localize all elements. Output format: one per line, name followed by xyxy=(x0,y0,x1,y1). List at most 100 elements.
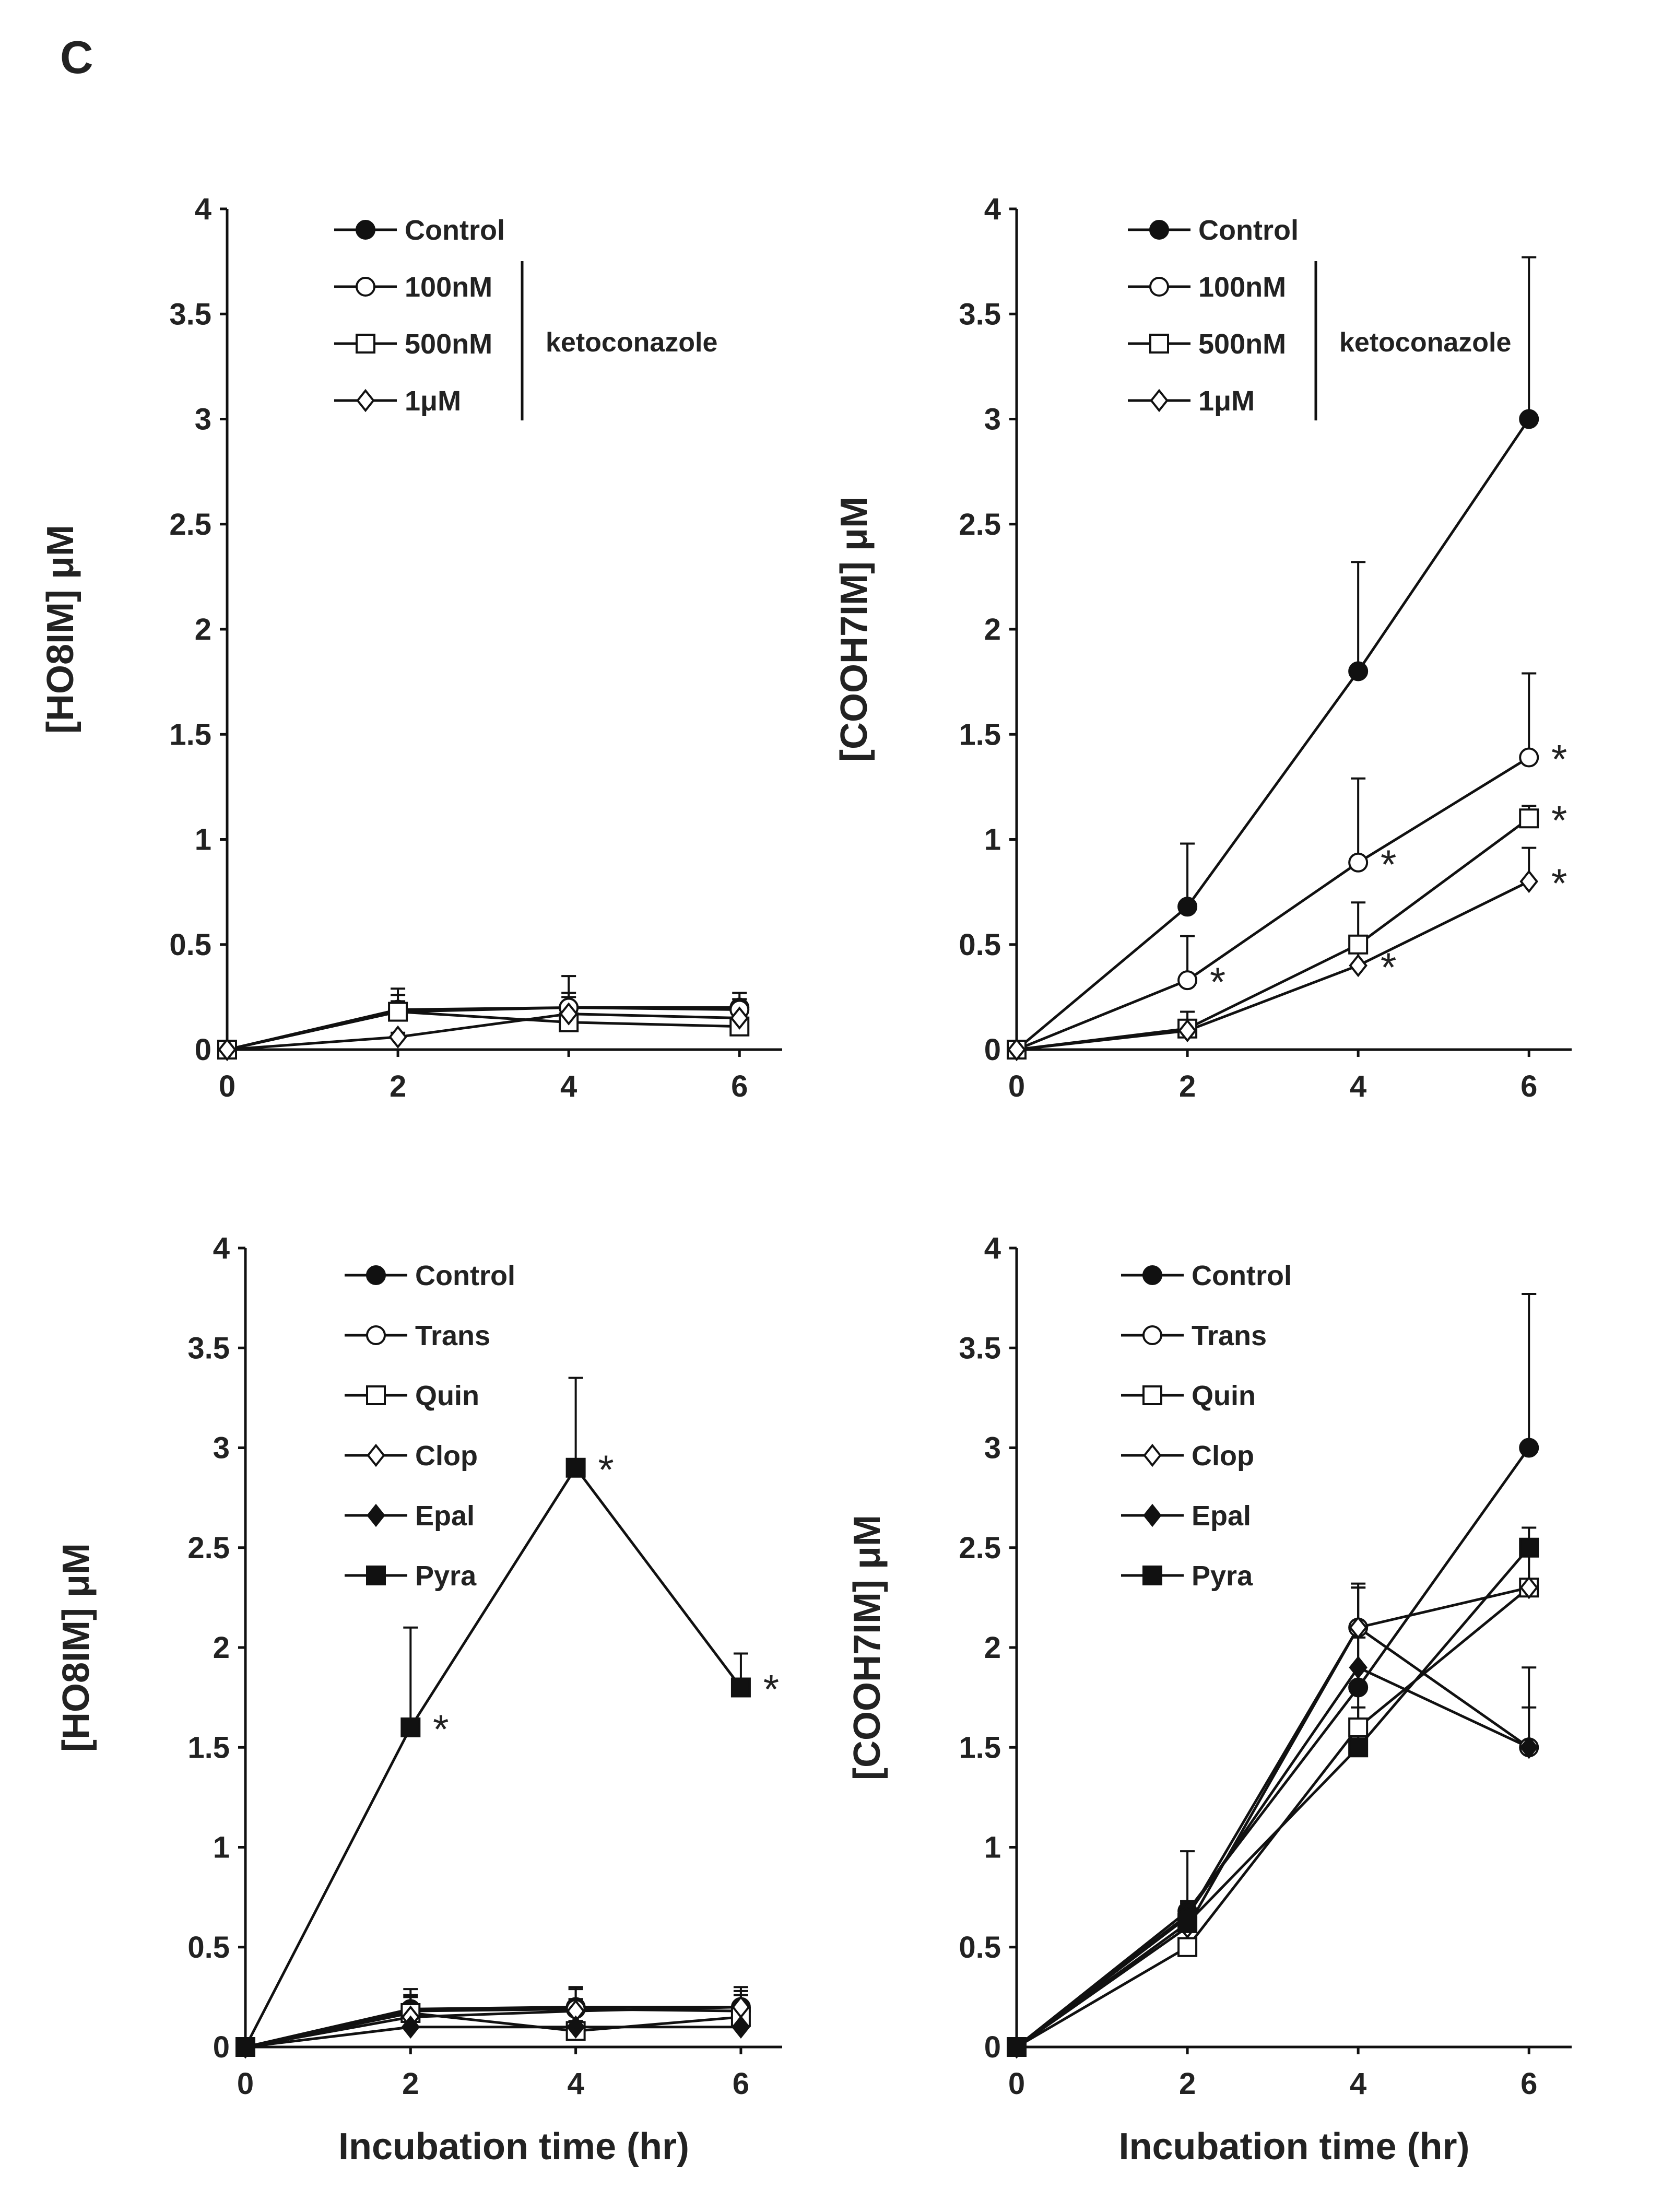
data-point xyxy=(732,2015,750,2039)
legend-label: 100nM xyxy=(1198,272,1286,303)
y-tick-label: 2.5 xyxy=(169,508,211,542)
legend-marker xyxy=(1143,1503,1162,1527)
y-tick-label: 4 xyxy=(213,1231,230,1265)
y-tick-label: 0 xyxy=(213,2030,230,2064)
series-Control xyxy=(1016,256,1537,1051)
y-axis-title: [HO8IM] μM xyxy=(40,525,81,734)
data-point xyxy=(218,1038,237,1062)
x-tick-label: 6 xyxy=(733,2067,749,2101)
legend-label: 100nM xyxy=(405,272,492,303)
y-tick-label: 1.5 xyxy=(959,717,1001,751)
legend-marker xyxy=(1149,334,1169,354)
data-point xyxy=(1178,1019,1197,1042)
y-tick-label: 3 xyxy=(984,403,1001,437)
data-point xyxy=(1519,409,1539,429)
chart-1: 0 0.5 1 1.5 2 2.5 3 3.5 4 0 2 4 6 [HO8IM] μM Control 10… xyxy=(40,192,782,1103)
x-tick-label: 4 xyxy=(560,1069,577,1103)
y-tick-label: 2.5 xyxy=(187,1531,230,1565)
series-line xyxy=(245,2011,741,2049)
x-tick-label: 4 xyxy=(567,2067,584,2101)
series-line xyxy=(244,1465,742,2048)
y-tick-label: 4 xyxy=(195,192,211,226)
legend-label: Quin xyxy=(415,1380,479,1411)
y-tick-label: 2.5 xyxy=(959,1531,1001,1565)
x-axis-title: Incubation time (hr) xyxy=(338,2126,689,2168)
legend-marker xyxy=(367,1503,385,1527)
y-tick-label: 3 xyxy=(213,1431,230,1465)
series-line xyxy=(227,1013,740,1051)
legend-label: Epal xyxy=(415,1500,475,1532)
chart-3: 0 0.5 1 1.5 2 2.5 3 3.5 4 0 2 4 6 [HO8IM] μM Incubatio… xyxy=(55,1231,782,2168)
data-point xyxy=(400,1717,421,1737)
legend-label: 1μM xyxy=(405,385,461,417)
legend-marker xyxy=(1149,220,1169,240)
y-tick-label: 2.5 xyxy=(959,508,1001,542)
data-point xyxy=(1348,852,1369,873)
y-tick-label: 1.5 xyxy=(187,1731,230,1764)
data-point xyxy=(1348,1677,1369,1698)
data-point xyxy=(1349,1656,1368,1679)
legend-marker xyxy=(1142,1325,1162,1345)
y-tick-label: 1.5 xyxy=(959,1731,1001,1764)
y-tick-label: 0 xyxy=(984,1033,1001,1067)
y-tick-label: 2 xyxy=(984,613,1001,646)
legend-marker xyxy=(1142,1385,1162,1405)
x-axis-title: Incubation time (hr) xyxy=(1119,2126,1470,2168)
legend-marker xyxy=(1142,1265,1162,1285)
legend-label: 500nM xyxy=(1198,328,1286,360)
legend-group-label: ketoconazole xyxy=(1339,327,1511,358)
y-tick-label: 0.5 xyxy=(959,928,1001,962)
significance-star: * xyxy=(433,1706,449,1752)
y-tick-label: 1 xyxy=(984,823,1001,857)
data-point xyxy=(1349,1616,1368,1639)
x-tick-label: 4 xyxy=(1350,2067,1366,2101)
data-point xyxy=(559,1002,578,1026)
legend-marker xyxy=(366,1265,386,1285)
data-point xyxy=(1519,1438,1539,1458)
y-axis-title: [COOH7IM] μM xyxy=(833,497,875,762)
series-line xyxy=(1016,418,1530,1051)
x-tick-label: 2 xyxy=(1179,2067,1196,2101)
legend-marker xyxy=(1149,277,1169,297)
significance-star: * xyxy=(1381,841,1396,887)
data-point xyxy=(401,2015,420,2039)
series-100nM xyxy=(1016,672,1537,1051)
x-tick-label: 2 xyxy=(390,1069,406,1103)
legend-marker xyxy=(356,334,375,354)
significance-star: * xyxy=(1551,860,1567,906)
series-line xyxy=(1016,756,1530,1051)
y-axis-title: [COOH7IM] μM xyxy=(846,1515,888,1780)
series-line xyxy=(245,2026,741,2049)
legend-marker xyxy=(366,1385,386,1405)
x-tick-label: 6 xyxy=(1520,1069,1537,1103)
data-point xyxy=(388,1002,408,1022)
series-line xyxy=(1016,1666,1530,2048)
y-axis-title: [HO8IM] μM xyxy=(55,1543,97,1752)
legend-marker xyxy=(1143,1443,1162,1467)
x-tick-label: 2 xyxy=(1179,1069,1196,1103)
series-line xyxy=(1016,1447,1530,2048)
series-line xyxy=(1016,1586,1530,2049)
data-point xyxy=(1349,954,1368,978)
data-point xyxy=(1519,1736,1538,1759)
series-line xyxy=(1016,880,1530,1051)
legend-label: 1μM xyxy=(1198,385,1255,417)
data-point xyxy=(565,1457,586,1478)
legend-marker xyxy=(1150,389,1169,413)
data-point xyxy=(1007,1038,1026,1062)
legend-label: Trans xyxy=(1192,1320,1267,1351)
legend-label: Control xyxy=(1192,1260,1292,1291)
legend-marker xyxy=(1142,1566,1162,1585)
data-point xyxy=(388,1025,407,1049)
data-point xyxy=(1519,869,1538,893)
x-tick-label: 0 xyxy=(1008,1069,1025,1103)
data-point xyxy=(1348,934,1369,955)
legend-label: Trans xyxy=(415,1320,490,1351)
legend: Control 100nM 500nM 1μM ketoconazole xyxy=(1128,215,1511,421)
legend: Control 100nM 500nM 1μM ketoconazole xyxy=(334,215,717,421)
legend-marker xyxy=(366,1566,386,1585)
y-tick-label: 2 xyxy=(213,1631,230,1665)
panel-letter: C xyxy=(60,31,93,83)
y-tick-label: 3.5 xyxy=(169,297,211,331)
legend-label: Control xyxy=(405,215,505,246)
